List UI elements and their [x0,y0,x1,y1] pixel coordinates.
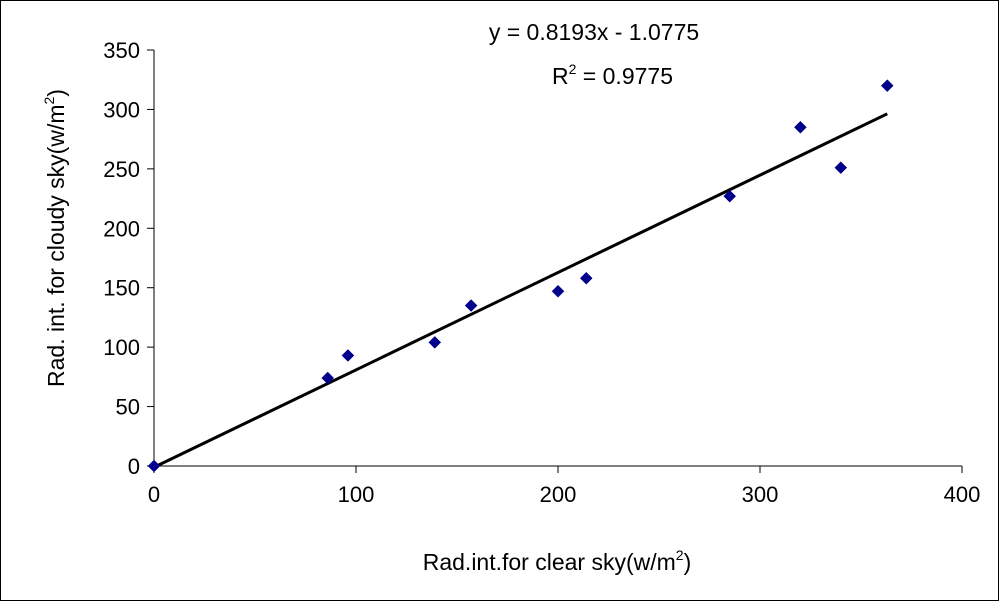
r-squared-prefix: R [552,63,569,89]
x-tick-label: 200 [540,482,577,507]
x-tick-label: 100 [338,482,375,507]
tick-labels: 0 50 100 150 200 250 300 350 0 100 200 300 400 [103,38,980,507]
data-point [464,299,478,312]
y-tick-label: 250 [103,157,140,182]
data-point [880,79,894,93]
data-point [579,271,593,285]
data-point [723,189,737,203]
r-squared-annotation: R2 = 0.9775 [552,61,673,89]
r-squared-value: = 0.9775 [576,63,673,89]
x-axis-title: Rad.int.for clear sky(w/m2) [423,547,692,575]
y-tick-label: 350 [103,38,140,63]
trendline-equation: y = 0.8193x - 1.0775 [489,19,699,45]
data-point [341,349,355,362]
y-tick-label: 200 [103,216,140,241]
trendline [153,112,888,469]
data-points [147,79,894,473]
x-tick-label: 300 [742,482,779,507]
y-tick-label: 0 [128,454,140,479]
data-point [834,161,848,175]
data-point [321,371,335,385]
x-tick-label: 0 [148,482,160,507]
r-squared-superscript: 2 [569,61,577,77]
y-tick-label: 300 [103,97,140,122]
axes [147,49,963,473]
data-point [147,459,161,473]
x-tick-label: 400 [944,482,981,507]
y-tick-label: 150 [103,276,140,301]
y-tick-label: 50 [116,395,140,420]
y-tick-label: 100 [103,335,140,360]
data-point [794,120,807,134]
data-point [428,336,442,349]
y-axis-title: Rad. int. for cloudy sky(w/m2) [41,89,69,387]
trendline-group [153,112,888,469]
data-point [551,284,565,298]
